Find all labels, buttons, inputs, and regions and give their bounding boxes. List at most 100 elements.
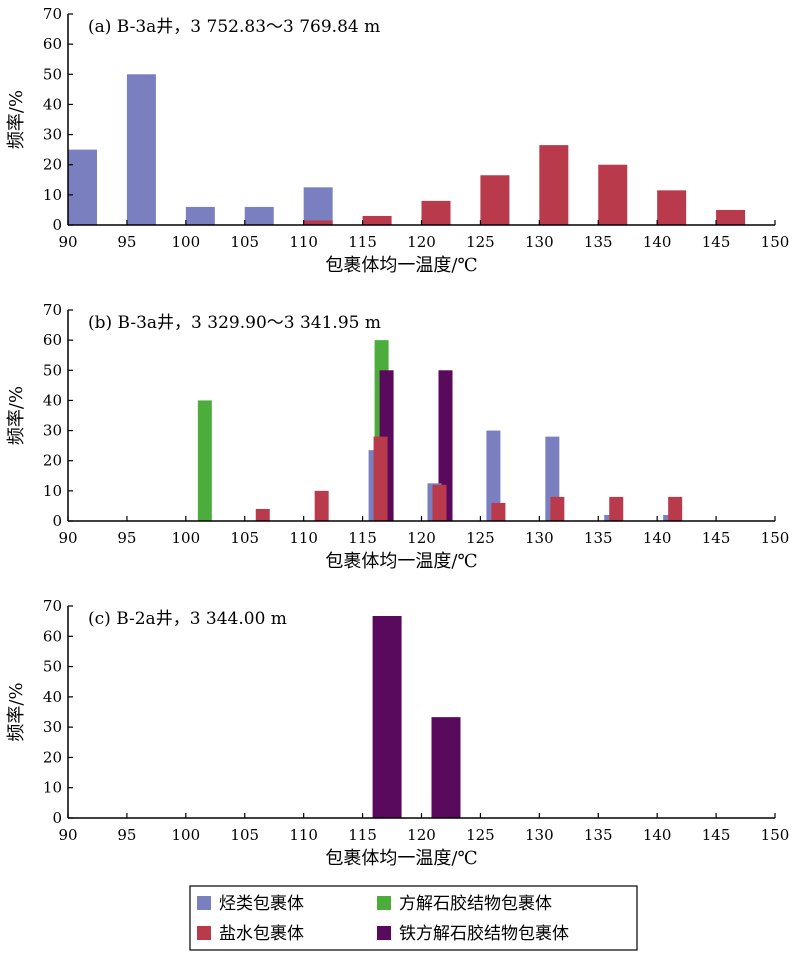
bar-brine-130: [550, 496, 565, 521]
legend-label-hydrocarbon: 烃类包裹体: [219, 894, 304, 914]
y-tick-label: 50: [43, 65, 62, 83]
x-tick-label: 125: [466, 529, 495, 547]
x-tick-label: 105: [230, 529, 259, 547]
x-tick-label: 115: [348, 529, 377, 547]
x-tick-label: 110: [289, 233, 318, 251]
x-tick-label: 120: [407, 826, 436, 844]
x-tick-label: 135: [584, 233, 613, 251]
x-tick-label: 105: [230, 233, 259, 251]
bar-brine-135: [598, 164, 628, 225]
bar-brine-130: [539, 145, 569, 225]
legend-box: [189, 885, 638, 951]
legend-label-ferro_calcite: 铁方解石胶结物包裹体: [399, 924, 569, 944]
y-tick-label: 10: [43, 779, 62, 797]
bar-brine-125: [480, 175, 510, 225]
bar-brine-105: [255, 508, 270, 521]
bar-hydrocarbon-100: [185, 206, 215, 225]
x-tick-label: 130: [525, 826, 554, 844]
x-tick-label: 95: [117, 826, 136, 844]
x-tick-label: 90: [58, 529, 77, 547]
x-tick-label: 120: [407, 529, 436, 547]
y-tick-label: 0: [52, 809, 62, 827]
bar-brine-120: [421, 200, 451, 225]
x-axis-title: 包裹体均一温度/℃: [325, 255, 477, 276]
x-axis-title: 包裹体均一温度/℃: [325, 551, 477, 572]
y-tick-label: 70: [43, 597, 62, 615]
legend-swatch-hydrocarbon: [197, 896, 211, 910]
y-tick-label: 50: [43, 658, 62, 676]
x-tick-label: 90: [58, 826, 77, 844]
y-tick-label: 20: [43, 748, 62, 766]
chart-panel-2: 0 10 20 30 40 50 60 70 90 95 100 105 110 115 120 125 130…: [6, 597, 789, 869]
x-tick-label: 130: [525, 233, 554, 251]
y-tick-label: 10: [43, 482, 62, 500]
bar-brine-115: [373, 436, 388, 521]
legend-swatch-calcite: [377, 896, 391, 910]
bar-hydrocarbon-95: [126, 74, 156, 226]
x-tick-label: 140: [643, 233, 672, 251]
x-tick-label: 110: [289, 826, 318, 844]
bar-brine-110: [314, 490, 329, 521]
y-tick-label: 50: [43, 361, 62, 379]
y-tick-label: 0: [52, 216, 62, 234]
y-tick-label: 40: [43, 95, 62, 113]
y-axis-title: 频率/%: [6, 90, 27, 149]
x-tick-label: 140: [643, 826, 672, 844]
y-tick-label: 0: [52, 512, 62, 530]
bar-brine-140: [657, 190, 687, 225]
x-tick-label: 115: [348, 233, 377, 251]
bar-hydrocarbon-110: [303, 187, 333, 225]
bar-ferro_calcite-120: [438, 370, 453, 521]
x-tick-label: 140: [643, 529, 672, 547]
bar-brine-110: [303, 220, 333, 225]
x-tick-label: 115: [348, 826, 377, 844]
x-axis-title: 包裹体均一温度/℃: [325, 848, 477, 869]
y-tick-label: 30: [43, 422, 62, 440]
bar-ferro_calcite-120: [431, 717, 461, 818]
y-tick-label: 30: [43, 126, 62, 144]
x-tick-label: 145: [702, 233, 731, 251]
panel-title: (b) B-3a井，3 329.90～3 341.95 m: [88, 313, 381, 333]
bar-calcite-100: [197, 400, 212, 521]
x-tick-label: 150: [761, 233, 790, 251]
x-tick-label: 135: [584, 826, 613, 844]
bar-brine-140: [668, 496, 683, 521]
y-tick-label: 20: [43, 156, 62, 174]
y-tick-label: 70: [43, 301, 62, 319]
bar-brine-125: [491, 502, 506, 521]
bar-hydrocarbon-125: [486, 430, 501, 521]
bar-brine-145: [716, 209, 746, 225]
y-axis-title: 频率/%: [6, 386, 27, 445]
x-tick-label: 100: [172, 529, 201, 547]
panel-title: (a) B-3a井，3 752.83～3 769.84 m: [88, 17, 380, 37]
y-tick-label: 20: [43, 452, 62, 470]
y-tick-label: 30: [43, 718, 62, 736]
x-tick-label: 145: [702, 529, 731, 547]
bar-hydrocarbon-105: [244, 206, 274, 225]
chart-panel-0: 0 10 20 30 40 50 60 70 90 95 100 105 110 115 120 125 130…: [6, 5, 789, 276]
y-axis-title: 频率/%: [6, 682, 27, 741]
y-tick-label: 70: [43, 5, 62, 23]
x-tick-label: 125: [466, 826, 495, 844]
panel-title: (c) B-2a井，3 344.00 m: [88, 609, 287, 629]
bar-ferro_calcite-115: [372, 615, 402, 818]
x-tick-label: 110: [289, 529, 318, 547]
x-tick-label: 100: [172, 826, 201, 844]
x-tick-label: 130: [525, 529, 554, 547]
y-tick-label: 60: [43, 331, 62, 349]
bar-brine-120: [432, 484, 447, 521]
x-tick-label: 90: [58, 233, 77, 251]
legend-label-calcite: 方解石胶结物包裹体: [399, 894, 552, 914]
x-tick-label: 100: [172, 233, 201, 251]
chart-panel-1: 0 10 20 30 40 50 60 70 90 95 100 105 110 115 120 125 130…: [6, 301, 789, 572]
y-tick-label: 60: [43, 627, 62, 645]
y-tick-label: 60: [43, 35, 62, 53]
x-tick-label: 120: [407, 233, 436, 251]
y-tick-label: 40: [43, 688, 62, 706]
legend-swatch-brine: [197, 926, 211, 940]
x-tick-label: 95: [117, 529, 136, 547]
bar-brine-115: [362, 215, 392, 225]
x-tick-label: 150: [761, 529, 790, 547]
